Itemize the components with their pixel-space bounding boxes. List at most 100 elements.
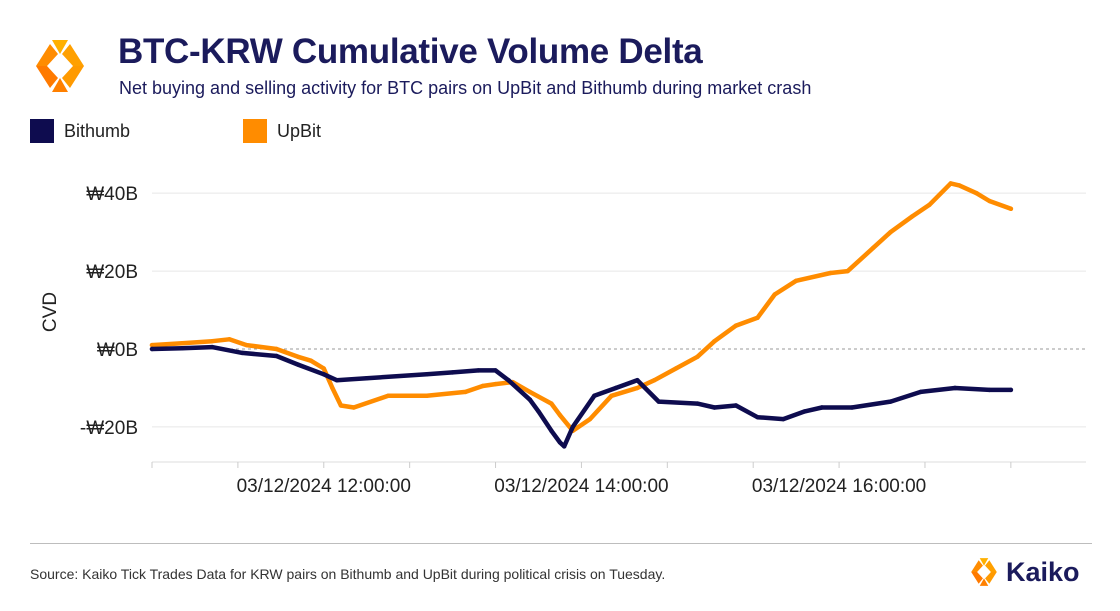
- grid-lines: [152, 192, 1086, 428]
- data-point-bithumb: [819, 405, 825, 410]
- data-point-upbit: [321, 366, 326, 371]
- data-point-upbit: [1008, 206, 1014, 211]
- data-point-upbit: [948, 181, 953, 186]
- data-point-upbit: [274, 346, 279, 352]
- data-point-bithumb: [570, 424, 575, 430]
- series-line-bithumb: [149, 344, 1014, 449]
- series-lines: [149, 181, 1014, 449]
- data-point-bithumb: [781, 416, 786, 422]
- x-tick-label: 03/12/2024 14:00:00: [494, 476, 668, 497]
- data-point-bithumb: [592, 393, 597, 398]
- data-point-upbit: [463, 389, 468, 395]
- data-point-bithumb: [536, 409, 541, 414]
- data-point-upbit: [338, 403, 344, 408]
- source-note: Source: Kaiko Tick Trades Data for KRW p…: [30, 566, 666, 582]
- data-point-bithumb: [695, 401, 700, 406]
- data-point-upbit: [330, 385, 335, 391]
- data-point-bithumb: [476, 368, 481, 373]
- kaiko-brand-icon: [971, 558, 997, 586]
- data-point-upbit: [424, 393, 429, 398]
- data-point-bithumb: [987, 387, 992, 393]
- data-point-upbit: [871, 245, 876, 250]
- data-point-upbit: [957, 183, 962, 188]
- data-point-upbit: [557, 413, 563, 418]
- legend-item-upbit[interactable]: UpBit: [243, 119, 321, 143]
- data-point-bithumb: [295, 362, 301, 367]
- data-point-bithumb: [1008, 387, 1014, 393]
- data-point-upbit: [772, 292, 777, 297]
- chart-plot-area: ₩40B ₩20B ₩0B -₩20B 03/12/2024 12:00:00 03/12…: [40, 181, 1086, 497]
- data-point-bithumb: [952, 385, 958, 391]
- data-point-bithumb: [424, 372, 429, 377]
- data-point-bithumb: [321, 372, 326, 377]
- data-point-upbit: [527, 389, 533, 395]
- legend-label-bithumb: Bithumb: [64, 120, 131, 141]
- data-point-upbit: [635, 385, 640, 391]
- data-point-upbit: [179, 341, 185, 346]
- data-point-bithumb: [240, 350, 245, 356]
- data-point-upbit: [480, 383, 485, 389]
- series-line-upbit: [149, 181, 1014, 434]
- y-tick-label: -₩20B: [80, 418, 138, 439]
- kaiko-brand[interactable]: Kaiko: [968, 555, 1080, 589]
- data-point-bithumb: [149, 346, 155, 352]
- data-point-bithumb: [450, 370, 455, 375]
- data-point-bithumb: [849, 405, 855, 410]
- data-point-bithumb: [918, 389, 923, 395]
- y-tick-label: ₩40B: [86, 184, 138, 205]
- data-point-upbit: [974, 191, 979, 196]
- data-point-upbit: [845, 268, 850, 274]
- data-point-upbit: [295, 354, 301, 359]
- data-point-bithumb: [733, 403, 739, 408]
- data-point-bithumb: [549, 428, 554, 433]
- data-point-upbit: [712, 339, 717, 344]
- data-point-bithumb: [209, 344, 215, 350]
- legend-label-upbit: UpBit: [277, 120, 322, 141]
- data-point-bithumb: [635, 378, 640, 383]
- data-point-bithumb: [493, 368, 498, 373]
- data-point-upbit: [308, 358, 314, 363]
- data-point-upbit: [695, 354, 700, 359]
- data-point-upbit: [888, 229, 893, 235]
- data-point-upbit: [244, 342, 249, 348]
- data-point-bithumb: [179, 346, 185, 351]
- data-point-upbit: [587, 416, 593, 422]
- data-point-bithumb: [712, 405, 717, 410]
- data-point-bithumb: [656, 399, 661, 404]
- legend-swatch-bithumb: [30, 119, 54, 143]
- data-point-bithumb: [506, 378, 511, 383]
- x-tick-label: 03/12/2024 16:00:00: [752, 476, 926, 497]
- data-point-upbit: [493, 381, 498, 387]
- data-point-upbit: [755, 315, 760, 320]
- data-point-upbit: [828, 270, 833, 276]
- data-point-bithumb: [334, 378, 339, 383]
- data-point-bithumb: [562, 444, 567, 449]
- y-axis-label: CVD: [40, 292, 61, 332]
- data-point-bithumb: [802, 409, 807, 414]
- legend-item-bithumb[interactable]: Bithumb: [30, 119, 130, 143]
- x-tick-label: 03/12/2024 12:00:00: [237, 476, 411, 497]
- data-point-bithumb: [557, 440, 563, 445]
- data-point-bithumb: [274, 353, 279, 359]
- data-point-upbit: [227, 337, 232, 342]
- data-point-upbit: [609, 393, 614, 398]
- legend-swatch-upbit: [243, 119, 267, 143]
- x-axis: [151, 461, 1086, 468]
- y-tick-label: ₩20B: [86, 262, 138, 283]
- data-point-upbit: [673, 366, 679, 371]
- data-point-bithumb: [364, 376, 369, 381]
- chart-title: BTC-KRW Cumulative Volume Delta: [118, 32, 703, 71]
- data-point-bithumb: [888, 399, 893, 404]
- data-point-upbit: [549, 401, 554, 406]
- brand-name: Kaiko: [1006, 556, 1080, 587]
- chart-subtitle: Net buying and selling activity for BTC …: [119, 78, 812, 98]
- data-point-upbit: [351, 405, 356, 410]
- data-point-upbit: [733, 323, 739, 328]
- data-point-bithumb: [755, 415, 760, 420]
- data-point-bithumb: [527, 397, 533, 402]
- data-point-upbit: [793, 278, 799, 283]
- data-point-upbit: [927, 202, 932, 208]
- y-tick-label: ₩0B: [97, 340, 138, 361]
- data-point-bithumb: [613, 385, 618, 391]
- data-point-upbit: [386, 393, 391, 398]
